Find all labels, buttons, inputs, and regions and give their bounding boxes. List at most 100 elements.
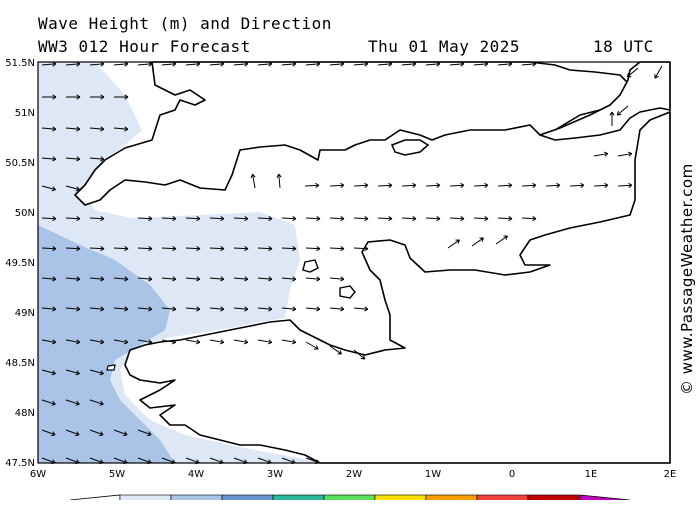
wave-arrow: [113, 276, 129, 282]
wave-arrow: [89, 457, 104, 465]
wave-arrow: [161, 276, 177, 282]
lat-label: 50N: [15, 208, 35, 219]
wave-arrow: [137, 216, 153, 222]
france-coast: [124, 111, 671, 464]
wave-arrow: [401, 182, 417, 188]
colorbar-cell: [527, 494, 580, 500]
lon-label: 4W: [188, 469, 204, 480]
wave-arrow: [89, 216, 105, 222]
wave-arrow: [353, 306, 369, 312]
wave-arrow: [305, 457, 320, 465]
wave-arrow: [137, 339, 153, 345]
wave-arrow: [305, 306, 321, 312]
wave-arrow: [329, 246, 345, 252]
wave-arrow: [89, 156, 105, 162]
wave-arrow: [41, 126, 57, 132]
wave-arrow: [41, 399, 56, 406]
wave-arrow: [113, 457, 128, 465]
forecast-time: 18 UTC: [593, 37, 654, 56]
lat-label: 48.5N: [5, 358, 35, 369]
wave-arrow: [257, 246, 273, 252]
wave-arrow: [65, 276, 81, 282]
wave-arrow: [305, 276, 321, 282]
wave-arrow: [304, 182, 320, 188]
wave-arrow: [65, 185, 80, 192]
colorbar-cell: [425, 494, 478, 500]
wave-arrow: [281, 276, 297, 282]
wave-map: 51.5N 51N 50.5N 50N 49.5N 49N 48.5N 48N 47.5N 6W…: [5, 58, 676, 500]
wave-arrow: [257, 276, 273, 282]
lon-label: 6W: [30, 469, 46, 480]
wave-arrow: [233, 216, 249, 222]
wave-arrow: [281, 216, 297, 222]
wave-arrow: [521, 61, 537, 67]
wave-arrow: [329, 61, 345, 67]
wave-arrow: [353, 349, 366, 360]
lat-label: 48N: [15, 408, 35, 419]
wave-arrow: [353, 61, 369, 67]
wave-arrow: [545, 182, 561, 188]
wave-arrow: [497, 216, 513, 222]
wave-arrow: [281, 339, 297, 345]
wave-arrow: [137, 276, 153, 282]
wave-arrow: [473, 216, 489, 222]
wave-arrow: [401, 61, 417, 67]
wave-arrow: [41, 457, 56, 465]
wave-arrow: [471, 237, 484, 247]
wave-arrow: [209, 339, 225, 345]
wave-arrow: [353, 246, 369, 252]
wave-arrow: [257, 306, 273, 312]
wave-arrow: [113, 306, 129, 312]
wave-arrow: [161, 457, 176, 465]
wave-arrow: [90, 94, 105, 100]
wave-arrow: [377, 182, 393, 188]
wave-arrow: [65, 156, 81, 162]
colorbar-cell: [221, 494, 274, 500]
wave-arrow: [209, 246, 225, 252]
wave-arrow: [521, 216, 537, 222]
wave-arrow: [137, 429, 152, 437]
wave-arrow: [449, 216, 465, 222]
wave-arrow: [281, 306, 297, 312]
lon-label: 1E: [585, 469, 598, 480]
wave-arrow: [353, 216, 369, 222]
wave-arrow: [161, 61, 177, 67]
wave-arrow: [65, 457, 80, 465]
latitude-labels: 51.5N 51N 50.5N 50N 49.5N 49N 48.5N 48N 47.5N: [5, 58, 35, 469]
wave-arrow: [65, 216, 81, 222]
wave-arrow: [257, 216, 273, 222]
wave-arrow: [89, 429, 104, 437]
wave-arrow: [113, 61, 129, 67]
wave-arrow: [617, 182, 633, 188]
wave-arrow: [233, 246, 249, 252]
wave-arrow: [161, 246, 177, 252]
brittany-islet: [106, 364, 116, 371]
colorbar-left-arrow: [69, 494, 121, 500]
wave-arrow: [233, 61, 249, 67]
colorbar-cell: [374, 494, 427, 500]
wave-arrow: [209, 457, 224, 465]
wave-arrow: [41, 306, 57, 312]
wave-arrow: [305, 216, 321, 222]
wave-arrow: [137, 61, 153, 67]
wave-arrow: [41, 216, 57, 222]
wave-arrow: [305, 246, 321, 252]
wave-arrow: [521, 182, 537, 188]
wave-arrow: [233, 306, 249, 312]
wave-arrow: [257, 457, 272, 465]
lon-label: 0: [509, 469, 515, 480]
forecast-date: Thu 01 May 2025: [368, 37, 520, 56]
wave-arrow: [89, 61, 105, 67]
map-area: 51.5N 51N 50.5N 50N 49.5N 49N 48.5N 48N 47.5N 6W…: [5, 58, 676, 480]
wave-arrow: [185, 339, 201, 345]
wave-direction-arrows: [41, 61, 663, 465]
wave-arrow: [616, 105, 629, 116]
wave-arrow: [65, 61, 81, 67]
wave-arrow: [497, 182, 513, 188]
lon-label: 1W: [425, 469, 441, 480]
wave-arrow: [329, 182, 345, 188]
wave-arrow: [449, 182, 465, 188]
wave-arrow: [89, 339, 105, 345]
wave-arrow: [276, 173, 282, 189]
lon-label: 2W: [346, 469, 362, 480]
